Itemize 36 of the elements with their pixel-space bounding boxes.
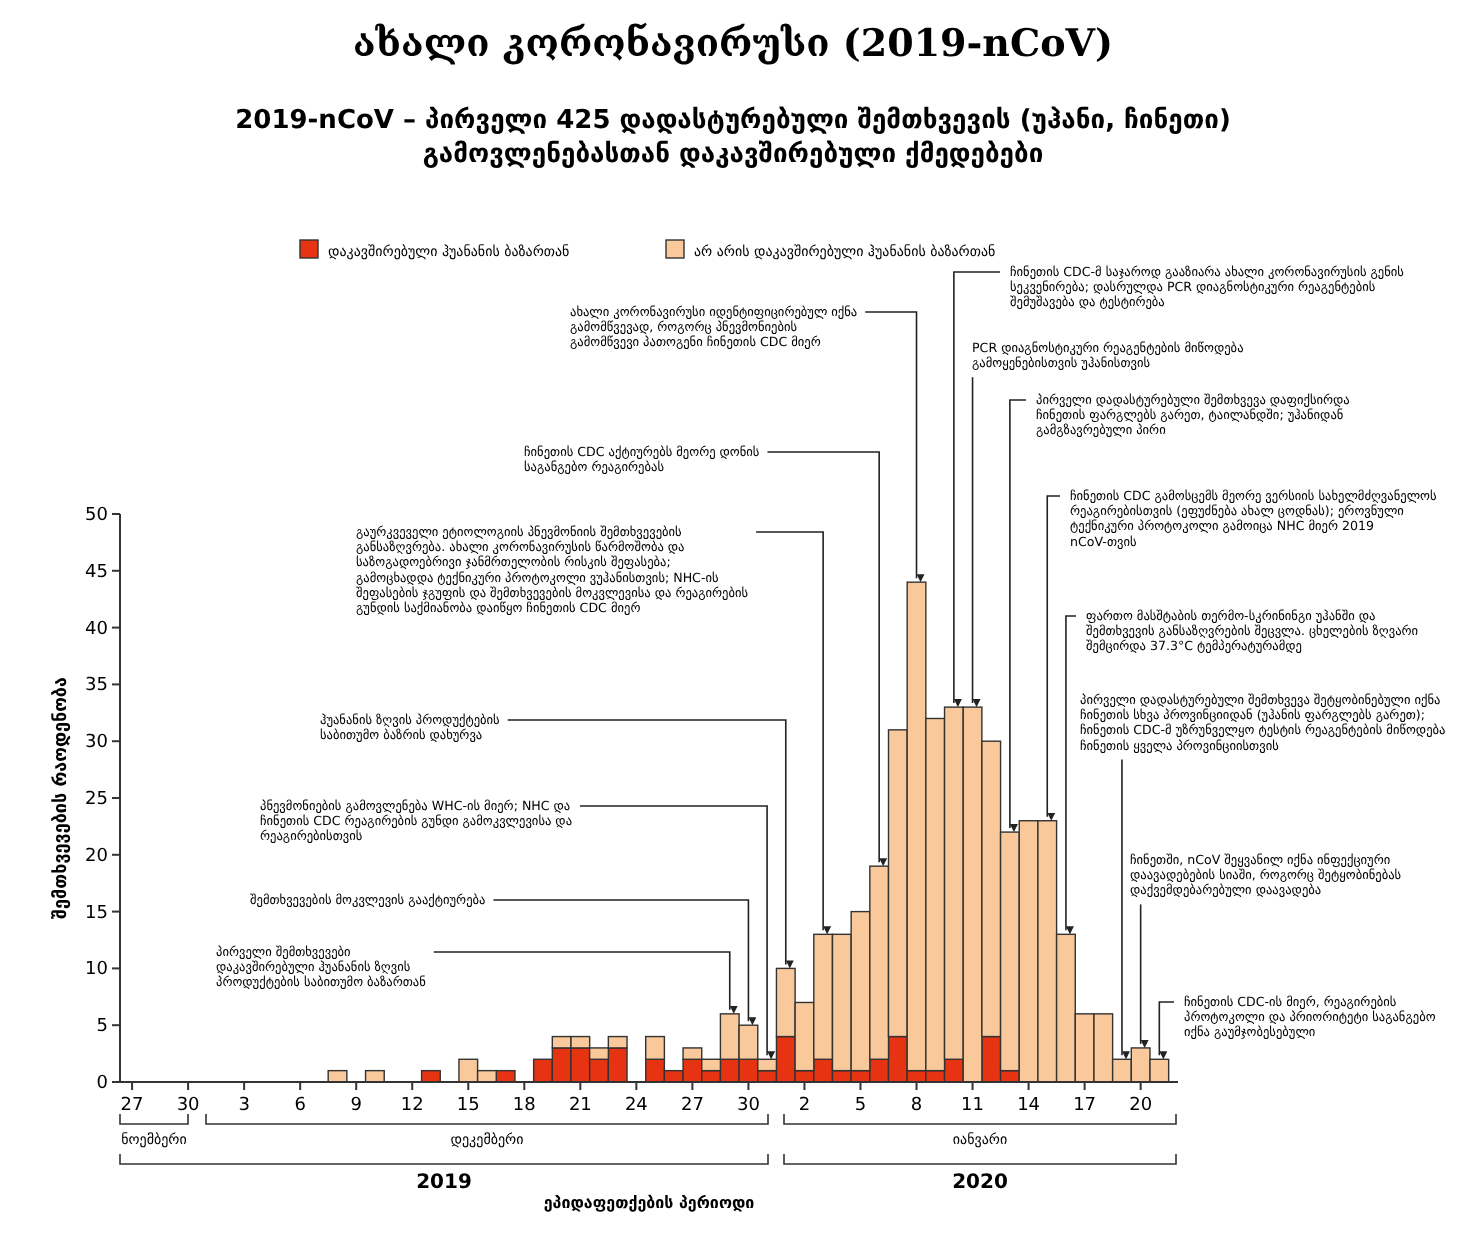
y-tick-label: 5 — [96, 1017, 108, 1038]
x-tick-label: 12 — [400, 1096, 424, 1116]
x-tick-label: 5 — [854, 1096, 867, 1116]
x-tick-label: 20 — [1129, 1096, 1153, 1116]
x-tick-label: 27 — [680, 1096, 704, 1116]
x-tick-label: 30 — [736, 1096, 761, 1116]
y-tick-label: 40 — [85, 619, 109, 640]
x-tick-label: 2 — [798, 1096, 811, 1116]
x-tick-label: 30 — [176, 1096, 201, 1116]
x-tick-label: 11 — [961, 1096, 984, 1116]
x-tick-label: 15 — [456, 1096, 480, 1116]
x-tick-label: 6 — [294, 1096, 307, 1116]
text: 2020 — [952, 1172, 1008, 1194]
x-tick-label: 3 — [238, 1096, 250, 1116]
y-tick-label: 45 — [85, 562, 108, 583]
y-tick-label: 10 — [85, 960, 109, 981]
y-tick-label: 15 — [85, 903, 108, 924]
y-tick-label: 50 — [85, 506, 109, 526]
x-tick-label: 14 — [1017, 1096, 1041, 1116]
x-tick-label: 21 — [568, 1096, 592, 1116]
x-tick-label: 17 — [1073, 1096, 1097, 1116]
x-tick-label: 9 — [350, 1096, 363, 1116]
y-tick-label: 0 — [96, 1074, 109, 1094]
y-tick-label: 25 — [85, 790, 108, 810]
y-tick-label: 20 — [85, 846, 109, 867]
text: 2019 — [416, 1172, 472, 1194]
x-tick-label: 8 — [910, 1096, 923, 1116]
x-axis-title: ეპიდაფეთქების პერიოდი — [543, 1194, 756, 1212]
x-tick-label: 24 — [624, 1096, 649, 1116]
x-tick-label: 18 — [512, 1096, 537, 1116]
chart-subtitle: 2019-nCoV – პირველი 425 დადასტურებული შემთხვევის (უჰანი, ჩინეთი) გამოვლენებასთან დაკავშირებული ქმედებები — [235, 106, 1231, 170]
y-tick-label: 30 — [85, 733, 109, 754]
x-tick-label: 27 — [120, 1096, 144, 1116]
chart-title: ახალი კორონავირუსი (2019-nCoV) — [353, 22, 1113, 66]
y-tick-label: 35 — [85, 676, 108, 697]
y-axis-title: შემთხვევების რაოდენობა — [50, 677, 72, 919]
